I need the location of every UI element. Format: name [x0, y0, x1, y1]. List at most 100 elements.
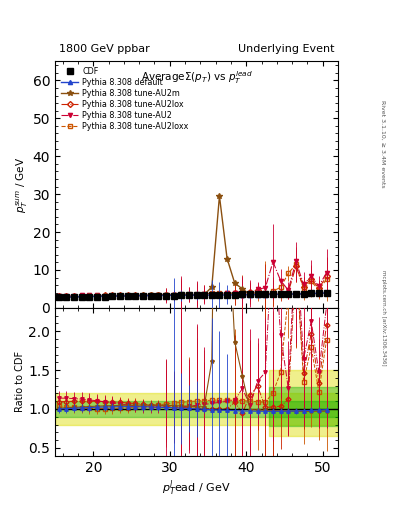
Pythia 8.308 tune-AU2loxx [72, 294, 77, 300]
Pythia 8.308 tune-AU2lox [179, 292, 184, 298]
Pythia 8.308 tune-AU2lox [217, 292, 222, 298]
CDF [324, 290, 329, 296]
Pythia 8.308 default [263, 291, 268, 297]
CDF [255, 291, 260, 297]
Pythia 8.308 tune-AU2 [194, 291, 199, 297]
Pythia 8.308 tune-AU2 [125, 292, 130, 298]
Pythia 8.308 default [194, 292, 199, 298]
Pythia 8.308 tune-AU2lox [271, 291, 275, 297]
Pythia 8.308 tune-AU2 [255, 286, 260, 292]
Pythia 8.308 default [225, 292, 230, 298]
CDF [309, 290, 314, 296]
Pythia 8.308 tune-AU2loxx [301, 286, 306, 292]
Pythia 8.308 tune-AU2lox [110, 292, 115, 298]
Pythia 8.308 tune-AU2 [278, 278, 283, 284]
Pythia 8.308 default [286, 291, 291, 297]
Pythia 8.308 tune-AU2m [202, 292, 206, 298]
Pythia 8.308 tune-AU2loxx [248, 290, 252, 296]
Pythia 8.308 tune-AU2 [286, 287, 291, 293]
Pythia 8.308 default [156, 292, 161, 298]
Pythia 8.308 tune-AU2m [79, 293, 84, 300]
Pythia 8.308 tune-AU2 [110, 292, 115, 298]
Pythia 8.308 tune-AU2 [163, 292, 168, 298]
Pythia 8.308 tune-AU2 [202, 291, 206, 297]
CDF [202, 292, 206, 298]
CDF [118, 293, 122, 300]
Pythia 8.308 tune-AU2 [118, 292, 122, 298]
Pythia 8.308 tune-AU2lox [263, 291, 268, 297]
Pythia 8.308 tune-AU2lox [133, 292, 138, 298]
Pythia 8.308 tune-AU2m [87, 293, 92, 300]
Pythia 8.308 tune-AU2lox [255, 287, 260, 293]
Pythia 8.308 default [87, 293, 92, 300]
Pythia 8.308 default [102, 293, 107, 300]
CDF [156, 293, 161, 299]
Pythia 8.308 tune-AU2loxx [263, 290, 268, 296]
Pythia 8.308 tune-AU2m [263, 291, 268, 297]
Pythia 8.308 tune-AU2loxx [187, 291, 191, 297]
CDF [209, 292, 214, 298]
Pythia 8.308 default [255, 292, 260, 298]
Pythia 8.308 tune-AU2lox [194, 292, 199, 298]
Pythia 8.308 tune-AU2lox [248, 289, 252, 295]
Pythia 8.308 tune-AU2loxx [271, 288, 275, 294]
Pythia 8.308 tune-AU2loxx [286, 270, 291, 276]
CDF [278, 291, 283, 297]
Pythia 8.308 tune-AU2lox [125, 292, 130, 298]
Pythia 8.308 tune-AU2 [187, 292, 191, 298]
Pythia 8.308 tune-AU2loxx [171, 291, 176, 297]
Pythia 8.308 tune-AU2m [309, 290, 314, 296]
Pythia 8.308 tune-AU2 [141, 292, 145, 298]
Pythia 8.308 tune-AU2m [110, 293, 115, 299]
Pythia 8.308 tune-AU2 [133, 292, 138, 298]
Pythia 8.308 tune-AU2loxx [278, 284, 283, 290]
CDF [248, 291, 252, 297]
Pythia 8.308 tune-AU2m [72, 294, 77, 300]
Pythia 8.308 tune-AU2loxx [316, 287, 321, 293]
Pythia 8.308 tune-AU2lox [87, 292, 92, 298]
Text: mcplots.cern.ch [arXiv:1306.3436]: mcplots.cern.ch [arXiv:1306.3436] [381, 270, 386, 365]
Pythia 8.308 default [64, 294, 69, 300]
Pythia 8.308 tune-AU2 [171, 292, 176, 298]
Pythia 8.308 tune-AU2loxx [118, 293, 122, 300]
Pythia 8.308 tune-AU2 [209, 291, 214, 297]
Pythia 8.308 tune-AU2 [79, 292, 84, 298]
Pythia 8.308 tune-AU2m [102, 293, 107, 299]
Pythia 8.308 tune-AU2loxx [57, 294, 61, 300]
Pythia 8.308 tune-AU2loxx [79, 294, 84, 300]
Pythia 8.308 default [316, 290, 321, 296]
Pythia 8.308 tune-AU2 [179, 292, 184, 298]
Pythia 8.308 tune-AU2loxx [163, 292, 168, 298]
CDF [225, 292, 230, 298]
Pythia 8.308 tune-AU2lox [278, 290, 283, 296]
CDF [148, 293, 153, 299]
Pythia 8.308 default [57, 294, 61, 301]
Pythia 8.308 tune-AU2m [95, 293, 99, 300]
Pythia 8.308 tune-AU2 [64, 292, 69, 298]
Pythia 8.308 tune-AU2m [278, 291, 283, 297]
CDF [232, 291, 237, 297]
Pythia 8.308 tune-AU2loxx [141, 292, 145, 298]
Pythia 8.308 tune-AU2m [255, 291, 260, 297]
Pythia 8.308 default [72, 294, 77, 300]
Pythia 8.308 tune-AU2lox [324, 273, 329, 280]
Pythia 8.308 tune-AU2loxx [110, 293, 115, 300]
Pythia 8.308 tune-AU2 [225, 290, 230, 296]
Pythia 8.308 tune-AU2m [232, 280, 237, 286]
Pythia 8.308 default [95, 293, 99, 300]
Pythia 8.308 tune-AU2 [301, 282, 306, 288]
Pythia 8.308 tune-AU2m [163, 292, 168, 298]
Pythia 8.308 default [202, 292, 206, 298]
Pythia 8.308 tune-AU2 [148, 292, 153, 298]
Pythia 8.308 tune-AU2 [57, 293, 61, 299]
Pythia 8.308 default [232, 292, 237, 298]
Pythia 8.308 tune-AU2lox [309, 276, 314, 282]
Pythia 8.308 tune-AU2loxx [64, 294, 69, 300]
Line: Pythia 8.308 tune-AU2m: Pythia 8.308 tune-AU2m [56, 193, 329, 300]
Pythia 8.308 tune-AU2lox [102, 292, 107, 298]
Pythia 8.308 tune-AU2lox [240, 292, 245, 298]
Pythia 8.308 tune-AU2m [209, 284, 214, 290]
Pythia 8.308 tune-AU2 [309, 273, 314, 280]
Pythia 8.308 tune-AU2lox [95, 292, 99, 298]
Pythia 8.308 tune-AU2lox [209, 292, 214, 298]
